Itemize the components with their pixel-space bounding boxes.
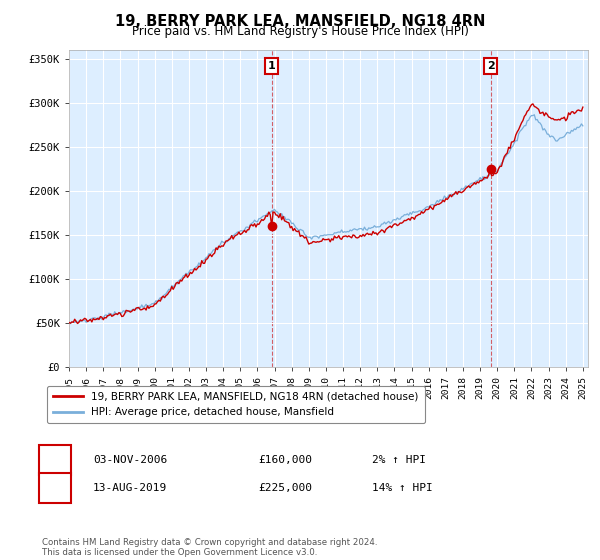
Text: 2% ↑ HPI: 2% ↑ HPI xyxy=(372,455,426,465)
Text: 2: 2 xyxy=(487,61,494,71)
Text: Contains HM Land Registry data © Crown copyright and database right 2024.
This d: Contains HM Land Registry data © Crown c… xyxy=(42,538,377,557)
Text: 14% ↑ HPI: 14% ↑ HPI xyxy=(372,483,433,493)
Text: 13-AUG-2019: 13-AUG-2019 xyxy=(93,483,167,493)
Text: £225,000: £225,000 xyxy=(258,483,312,493)
Text: Price paid vs. HM Land Registry's House Price Index (HPI): Price paid vs. HM Land Registry's House … xyxy=(131,25,469,38)
Text: 19, BERRY PARK LEA, MANSFIELD, NG18 4RN: 19, BERRY PARK LEA, MANSFIELD, NG18 4RN xyxy=(115,14,485,29)
Text: 1: 1 xyxy=(51,455,59,465)
Legend: 19, BERRY PARK LEA, MANSFIELD, NG18 4RN (detached house), HPI: Average price, de: 19, BERRY PARK LEA, MANSFIELD, NG18 4RN … xyxy=(47,386,425,423)
Text: 03-NOV-2006: 03-NOV-2006 xyxy=(93,455,167,465)
Text: £160,000: £160,000 xyxy=(258,455,312,465)
Text: 2: 2 xyxy=(51,483,59,493)
Text: 1: 1 xyxy=(268,61,275,71)
